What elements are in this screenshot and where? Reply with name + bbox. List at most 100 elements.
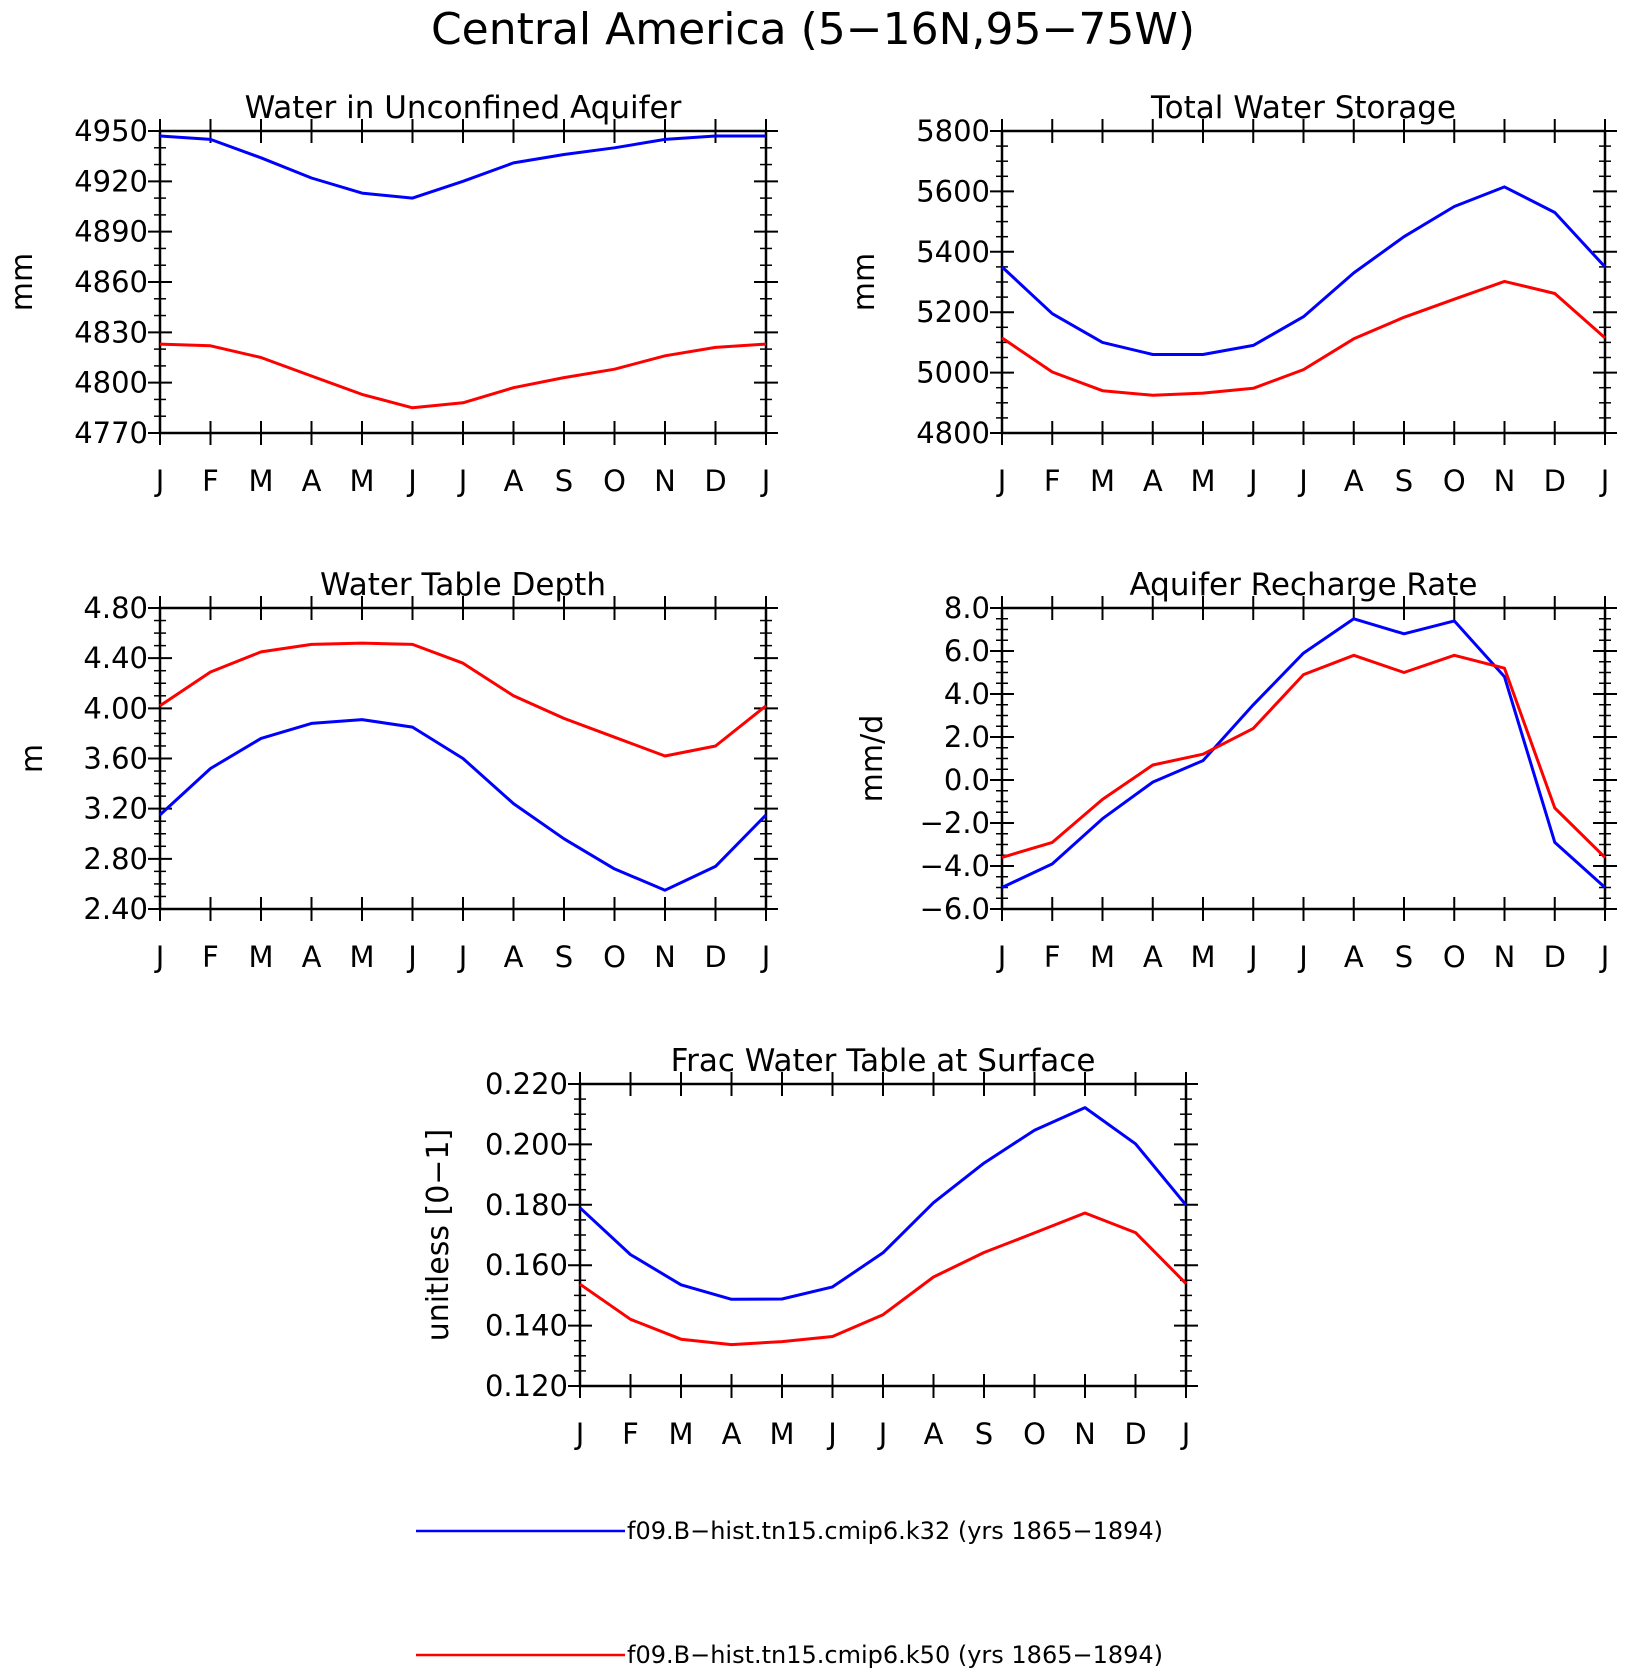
- x-tick-label: O: [1443, 940, 1466, 974]
- x-tick-label: J: [406, 940, 417, 974]
- x-tick-label: S: [1395, 464, 1413, 498]
- x-tick-label: A: [1344, 940, 1364, 974]
- y-tick-label: 0.120: [485, 1369, 568, 1403]
- y-tick-label: 4830: [74, 315, 148, 349]
- y-tick-label: 5600: [916, 174, 990, 208]
- x-tick-label: N: [1074, 1417, 1096, 1451]
- x-tick-label: J: [1247, 464, 1258, 498]
- y-axis-label: mm/d: [855, 715, 890, 803]
- x-tick-label: M: [769, 1417, 794, 1451]
- x-tick-label: J: [574, 1417, 585, 1451]
- x-tick-label: O: [1443, 464, 1466, 498]
- y-tick-label: 6.0: [944, 634, 990, 668]
- x-tick-label: A: [1344, 464, 1364, 498]
- y-tick-label: 4860: [74, 265, 148, 299]
- plot-frame: [578, 1082, 1188, 1388]
- y-tick-label: 4.40: [83, 641, 148, 675]
- x-tick-label: M: [248, 940, 273, 974]
- plot-frame: [158, 129, 768, 435]
- series-line-2: [159, 641, 767, 758]
- x-tick-label: N: [1494, 464, 1516, 498]
- y-tick-label: −4.0: [920, 849, 990, 883]
- y-tick-label: 0.140: [485, 1309, 568, 1343]
- y-tick-label: 4890: [74, 215, 148, 249]
- x-tick-label: M: [1090, 464, 1115, 498]
- x-tick-label: J: [996, 464, 1007, 498]
- y-tick-label: 4.0: [944, 677, 990, 711]
- y-tick-label: 4.80: [83, 591, 148, 625]
- figure-title: Central America (5−16N,95−75W): [431, 4, 1195, 55]
- x-tick-label: J: [1599, 464, 1610, 498]
- x-tick-label: A: [1143, 940, 1163, 974]
- series-line-1: [578, 1106, 1188, 1301]
- y-tick-label: 4800: [916, 416, 990, 450]
- x-tick-label: J: [760, 940, 771, 974]
- x-tick-label: O: [603, 940, 626, 974]
- legend-label: f09.B−hist.tn15.cmip6.k32 (yrs 1865−1894…: [627, 1517, 1163, 1545]
- y-tick-label: 0.200: [485, 1127, 568, 1161]
- x-tick-label: F: [1044, 464, 1061, 498]
- x-tick-label: J: [877, 1417, 888, 1451]
- x-tick-label: D: [1544, 940, 1566, 974]
- x-tick-label: J: [457, 940, 468, 974]
- x-tick-label: S: [555, 940, 573, 974]
- y-tick-label: 5400: [916, 235, 990, 269]
- series-line-2: [1001, 279, 1606, 397]
- x-tick-label: F: [1044, 940, 1061, 974]
- x-tick-label: N: [654, 940, 676, 974]
- legend-entry-2: f09.B−hist.tn15.cmip6.k50 (yrs 1865−1894…: [416, 1641, 1163, 1669]
- legend-entry-1: f09.B−hist.tn15.cmip6.k32 (yrs 1865−1894…: [416, 1517, 1163, 1545]
- x-tick-label: M: [668, 1417, 693, 1451]
- x-tick-label: N: [654, 464, 676, 498]
- y-tick-label: 3.60: [83, 742, 148, 776]
- x-tick-label: A: [722, 1417, 742, 1451]
- x-tick-label: A: [504, 940, 524, 974]
- x-tick-label: M: [349, 464, 374, 498]
- series-line-1: [158, 718, 768, 892]
- y-tick-label: 5000: [916, 356, 990, 390]
- y-tick-label: −2.0: [920, 806, 990, 840]
- x-tick-label: J: [406, 464, 417, 498]
- x-tick-label: D: [1544, 464, 1566, 498]
- x-tick-label: M: [1190, 940, 1215, 974]
- x-tick-label: M: [1090, 940, 1115, 974]
- y-tick-label: 2.40: [83, 892, 148, 926]
- y-tick-label: 0.160: [485, 1248, 568, 1282]
- x-tick-label: D: [704, 464, 726, 498]
- y-axis-label: mm: [847, 253, 882, 311]
- x-tick-label: O: [1023, 1417, 1046, 1451]
- y-tick-label: 4920: [74, 164, 148, 198]
- x-tick-label: J: [996, 940, 1007, 974]
- series-line-1: [1000, 185, 1607, 356]
- x-tick-label: N: [1494, 940, 1516, 974]
- y-tick-label: 0.180: [485, 1188, 568, 1222]
- y-tick-label: 4.00: [83, 691, 148, 725]
- series-line-1: [1001, 617, 1607, 889]
- x-tick-label: J: [457, 464, 468, 498]
- x-tick-label: F: [202, 940, 219, 974]
- x-tick-label: J: [1599, 940, 1610, 974]
- y-tick-label: 2.80: [83, 842, 148, 876]
- x-tick-label: J: [1297, 464, 1308, 498]
- x-tick-label: A: [924, 1417, 944, 1451]
- x-tick-label: M: [349, 940, 374, 974]
- x-tick-label: J: [1180, 1417, 1191, 1451]
- y-tick-label: 2.0: [944, 720, 990, 754]
- x-tick-label: A: [302, 940, 322, 974]
- y-axis-label: m: [15, 744, 50, 773]
- y-tick-label: 4770: [74, 416, 148, 450]
- y-tick-label: −6.0: [920, 892, 990, 926]
- series-line-2: [159, 342, 767, 410]
- x-tick-label: F: [202, 464, 219, 498]
- y-tick-label: 4800: [74, 366, 148, 400]
- x-tick-label: J: [1297, 940, 1308, 974]
- series-line-2: [579, 1211, 1188, 1347]
- series-line-2: [1001, 653, 1607, 859]
- x-tick-label: M: [248, 464, 273, 498]
